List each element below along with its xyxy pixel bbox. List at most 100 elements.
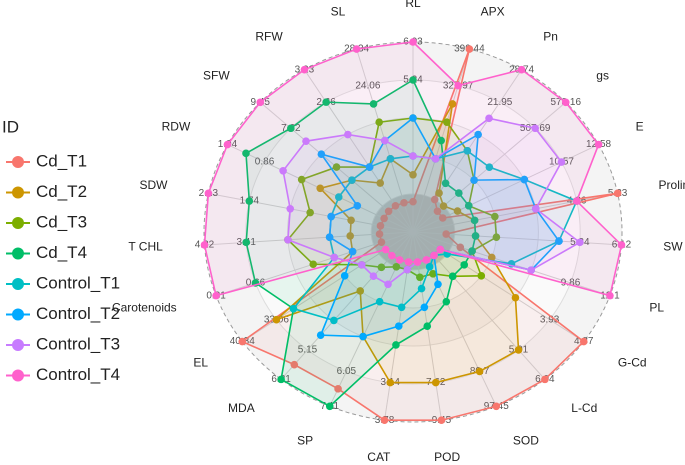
series-point xyxy=(325,402,334,411)
series-point xyxy=(485,163,494,171)
series-point xyxy=(417,284,426,293)
tick-label: 3.93 xyxy=(540,314,560,325)
series-point xyxy=(520,175,529,184)
legend-label: Cd_T1 xyxy=(36,151,87,170)
series-point xyxy=(613,189,622,198)
series-point xyxy=(438,214,447,222)
series-point xyxy=(492,233,501,241)
series-point xyxy=(388,251,396,260)
series-point xyxy=(439,202,448,210)
series-point xyxy=(442,297,451,306)
series-point xyxy=(391,201,400,210)
series-area xyxy=(319,116,560,338)
series-point xyxy=(485,114,493,123)
series-point xyxy=(433,207,442,216)
series-point xyxy=(242,238,250,247)
series-point xyxy=(369,272,378,281)
series-point xyxy=(423,322,432,331)
series-point xyxy=(416,273,424,282)
series-point xyxy=(397,303,406,312)
series-point xyxy=(443,118,451,127)
series-point xyxy=(348,176,356,184)
axis-label: CAT xyxy=(367,450,391,464)
series-point xyxy=(422,256,431,264)
series-point xyxy=(594,140,603,149)
series-point xyxy=(464,201,473,210)
series-point xyxy=(474,130,482,139)
tick-label: 9.86 xyxy=(561,278,581,289)
tick-label: 0.86 xyxy=(255,157,275,168)
series-point xyxy=(561,98,570,107)
series-point xyxy=(347,216,355,225)
series-point xyxy=(409,114,417,122)
series-point xyxy=(437,416,446,425)
series-point xyxy=(242,149,250,158)
series-point xyxy=(290,360,299,369)
axis-label: SFW xyxy=(203,69,230,83)
series-point xyxy=(384,207,393,216)
series-area xyxy=(286,117,498,279)
series-point xyxy=(572,197,581,205)
axis-label: G-Cd xyxy=(618,356,647,370)
series-point xyxy=(346,232,354,240)
series-point xyxy=(606,291,614,300)
axis-label: SL xyxy=(331,5,346,19)
axis-label: gs xyxy=(596,69,609,83)
series-point xyxy=(576,238,584,247)
series-point xyxy=(400,198,408,207)
axis-label: RDW xyxy=(162,119,191,133)
series-point xyxy=(434,280,442,289)
legend-dot xyxy=(12,308,24,321)
series-point xyxy=(200,241,209,249)
tick-label: 6.05 xyxy=(337,366,357,377)
legend-dot xyxy=(12,186,24,199)
series-point xyxy=(531,124,539,133)
legend-label: Cd_T3 xyxy=(36,212,87,231)
series-area xyxy=(203,41,623,297)
legend-label: Control_T3 xyxy=(36,334,120,353)
axis-label: PL xyxy=(649,301,664,315)
legend-label: Control_T2 xyxy=(36,304,120,323)
series-point xyxy=(404,258,413,266)
series-point xyxy=(365,163,374,171)
series-point xyxy=(413,258,422,266)
series-point xyxy=(409,197,417,206)
series-point xyxy=(302,137,310,145)
series-point xyxy=(456,243,465,252)
series-point xyxy=(272,315,281,324)
axis-label: MDA xyxy=(228,401,255,415)
axis-label: Carotenoids xyxy=(112,301,177,315)
series-point xyxy=(352,45,361,53)
series-point xyxy=(425,263,434,271)
series-point xyxy=(317,150,326,158)
axis-label: E xyxy=(636,119,644,133)
tick-label: 21.95 xyxy=(487,97,512,108)
series-point xyxy=(514,346,523,354)
series-point xyxy=(441,179,450,188)
series-point xyxy=(330,253,339,262)
series-point xyxy=(460,261,469,269)
legend-dot xyxy=(12,217,24,229)
series-point xyxy=(386,155,395,163)
series-point xyxy=(477,272,486,280)
series-point xyxy=(555,237,563,245)
series-point xyxy=(376,222,385,230)
series-point xyxy=(453,207,462,215)
series-point xyxy=(279,167,287,175)
series-point xyxy=(541,375,549,384)
series-point xyxy=(212,291,220,300)
tick-label: 5.15 xyxy=(298,345,318,356)
legend-dot xyxy=(12,156,24,168)
series-point xyxy=(463,147,472,155)
axis-label: APX xyxy=(481,5,505,19)
series-point xyxy=(348,247,357,256)
series-point xyxy=(409,76,417,84)
series-point xyxy=(430,251,438,260)
series-point xyxy=(431,378,440,387)
legend-dot xyxy=(12,247,24,260)
axis-label: L-Cd xyxy=(571,401,597,415)
series-point xyxy=(316,331,325,339)
series-point xyxy=(316,184,325,193)
series-point xyxy=(332,163,341,171)
axis-label: SP xyxy=(297,433,313,447)
